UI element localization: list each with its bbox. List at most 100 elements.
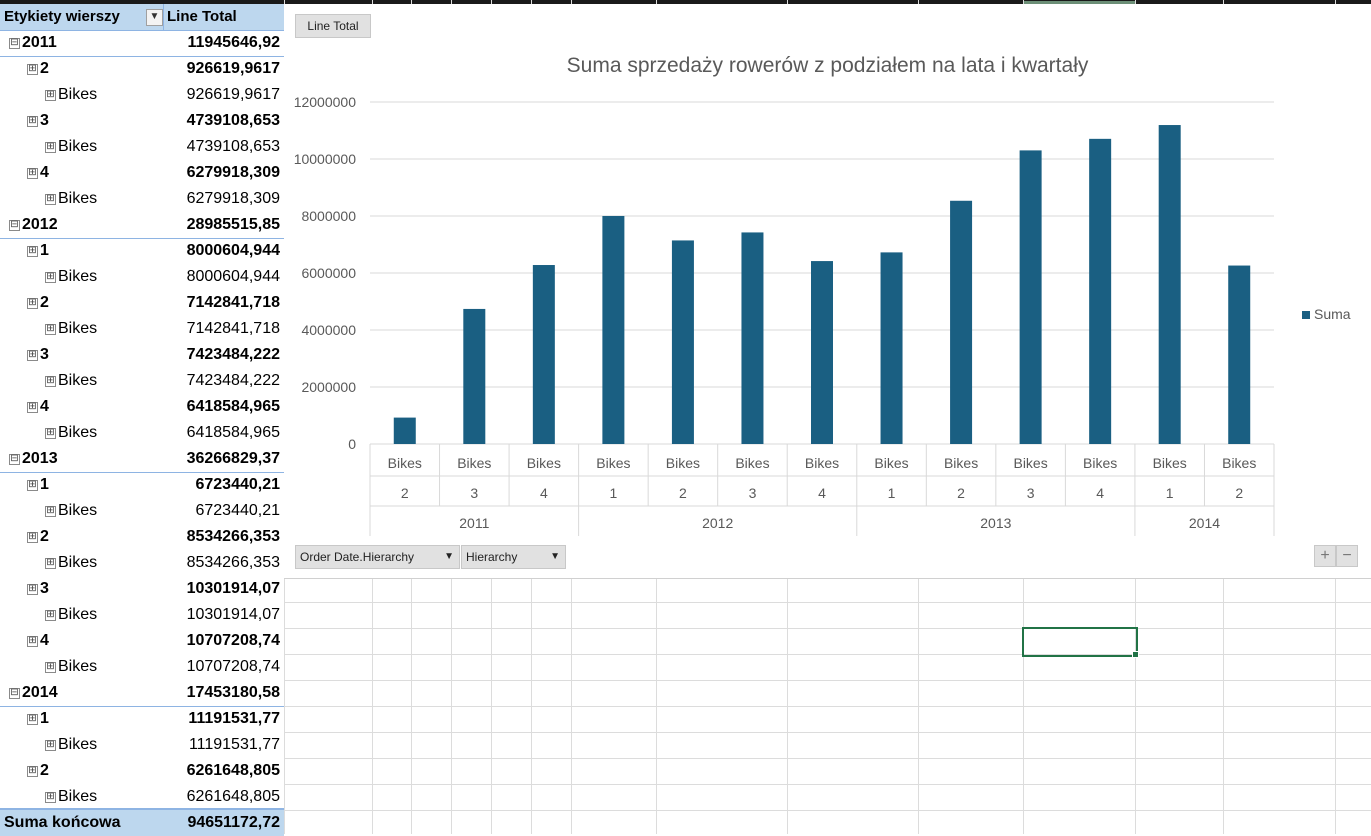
collapse-icon[interactable]: ⊟ (9, 687, 20, 699)
pivot-row-value: 11191531,77 (188, 736, 280, 753)
expand-icon[interactable]: ⊞ (27, 713, 38, 725)
expand-icon[interactable]: ⊞ (45, 193, 56, 205)
pivot-year-row[interactable]: ⊟ 2011 11945646,92 (0, 30, 284, 57)
pivot-item-row[interactable]: ⊞ Bikes 10301914,07 (0, 602, 284, 628)
expand-icon[interactable]: ⊞ (45, 141, 56, 153)
pivot-row-label: Bikes (58, 788, 98, 805)
pivot-row-label: 2 (40, 60, 49, 77)
expand-icon[interactable]: ⊞ (45, 557, 56, 569)
pivot-row-label: Bikes (58, 190, 98, 207)
expand-icon[interactable]: ⊞ (27, 297, 38, 309)
axis-field-button[interactable]: Order Date.Hierarchy ▼ (295, 545, 460, 569)
fill-handle[interactable] (1132, 651, 1139, 658)
expand-icon[interactable]: ⊞ (45, 271, 56, 283)
pivot-row-label: 1 (40, 710, 49, 727)
bar (880, 252, 903, 444)
pivot-quarter-row[interactable]: ⊞ 3 10301914,07 (0, 576, 284, 602)
expand-icon[interactable]: ⊞ (45, 89, 56, 101)
expand-icon[interactable]: ⊞ (27, 349, 38, 361)
pivot-chart[interactable]: Line Total Suma sprzedaży rowerów z podz… (284, 4, 1371, 579)
expand-icon[interactable]: ⊞ (27, 167, 38, 179)
pivot-row-label: 3 (40, 112, 49, 129)
pivot-item-row[interactable]: ⊞ Bikes 7423484,222 (0, 368, 284, 394)
collapse-icon[interactable]: ⊟ (9, 219, 20, 231)
x-quarter-label: 3 (749, 485, 757, 501)
expand-icon[interactable]: ⊞ (45, 791, 56, 803)
pivot-item-row[interactable]: ⊞ Bikes 6418584,965 (0, 420, 284, 446)
collapse-icon[interactable]: ⊟ (9, 37, 20, 49)
pivot-quarter-row[interactable]: ⊞ 2 7142841,718 (0, 290, 284, 316)
expand-icon[interactable]: ⊞ (45, 375, 56, 387)
x-year-label: 2014 (1189, 515, 1220, 531)
expand-icon[interactable]: ⊞ (27, 63, 38, 75)
collapse-icon[interactable]: ⊟ (9, 453, 20, 465)
value-field-button[interactable]: Line Total (295, 14, 371, 38)
x-item-label: Bikes (874, 455, 908, 471)
expand-icon[interactable]: ⊞ (45, 609, 56, 621)
x-quarter-label: 1 (888, 485, 896, 501)
expand-icon[interactable]: ⊞ (45, 661, 56, 673)
pivot-row-label: Bikes (58, 554, 98, 571)
pivot-row-label: 2 (40, 528, 49, 545)
y-tick-label: 8000000 (301, 208, 356, 224)
pivot-item-row[interactable]: ⊞ Bikes 10707208,74 (0, 654, 284, 680)
pivot-item-row[interactable]: ⊞ Bikes 8534266,353 (0, 550, 284, 576)
pivot-year-row[interactable]: ⊟ 2013 36266829,37 (0, 446, 284, 473)
pivot-row-value: 926619,9617 (186, 86, 280, 103)
y-tick-label: 6000000 (301, 265, 356, 281)
x-item-label: Bikes (527, 455, 561, 471)
pivot-quarter-row[interactable]: ⊞ 2 6261648,805 (0, 758, 284, 784)
row-labels-filter-icon[interactable]: ▼ (146, 9, 163, 26)
pivot-row-label: Bikes (58, 86, 98, 103)
pivot-header-row: Etykiety wierszy ▼ Line Total (0, 4, 284, 31)
pivot-year-row[interactable]: ⊟ 2012 28985515,85 (0, 212, 284, 239)
pivot-quarter-row[interactable]: ⊞ 4 6418584,965 (0, 394, 284, 420)
pivot-item-row[interactable]: ⊞ Bikes 6261648,805 (0, 784, 284, 810)
pivot-row-value: 11945646,92 (187, 34, 280, 51)
expand-icon[interactable]: ⊞ (27, 479, 38, 491)
pivot-quarter-row[interactable]: ⊞ 4 10707208,74 (0, 628, 284, 654)
pivot-grand-total-row[interactable]: Suma końcowa 94651172,72 (0, 808, 284, 836)
pivot-row-label: 2014 (22, 684, 58, 701)
pivot-quarter-row[interactable]: ⊞ 3 7423484,222 (0, 342, 284, 368)
active-cell-selection[interactable] (1022, 627, 1138, 657)
pivot-item-row[interactable]: ⊞ Bikes 8000604,944 (0, 264, 284, 290)
filter-field-button[interactable]: Hierarchy ▼ (461, 545, 566, 569)
chart-plot-area: 0200000040000006000000800000010000000120… (294, 94, 1275, 536)
axis-field-label: Order Date.Hierarchy (300, 550, 415, 564)
pivot-row-label: 2 (40, 294, 49, 311)
collapse-field-button[interactable]: − (1336, 545, 1358, 567)
pivot-quarter-row[interactable]: ⊞ 1 6723440,21 (0, 472, 284, 498)
pivot-quarter-row[interactable]: ⊞ 2 8534266,353 (0, 524, 284, 550)
pivot-item-row[interactable]: ⊞ Bikes 4739108,653 (0, 134, 284, 160)
expand-icon[interactable]: ⊞ (27, 531, 38, 543)
expand-icon[interactable]: ⊞ (27, 245, 38, 257)
pivot-item-row[interactable]: ⊞ Bikes 926619,9617 (0, 82, 284, 108)
pivot-item-row[interactable]: ⊞ Bikes 7142841,718 (0, 316, 284, 342)
pivot-item-row[interactable]: ⊞ Bikes 6723440,21 (0, 498, 284, 524)
pivot-item-row[interactable]: ⊞ Bikes 11191531,77 (0, 732, 284, 758)
pivot-year-row[interactable]: ⊟ 2014 17453180,58 (0, 680, 284, 707)
pivot-item-row[interactable]: ⊞ Bikes 6279918,309 (0, 186, 284, 212)
pivot-row-value: 36266829,37 (186, 450, 280, 467)
expand-icon[interactable]: ⊞ (45, 505, 56, 517)
pivot-row-value: 11191531,77 (188, 710, 280, 727)
expand-icon[interactable]: ⊞ (45, 739, 56, 751)
expand-icon[interactable]: ⊞ (27, 583, 38, 595)
pivot-quarter-row[interactable]: ⊞ 3 4739108,653 (0, 108, 284, 134)
expand-icon[interactable]: ⊞ (45, 427, 56, 439)
expand-icon[interactable]: ⊞ (45, 323, 56, 335)
x-item-label: Bikes (805, 455, 839, 471)
expand-icon[interactable]: ⊞ (27, 401, 38, 413)
pivot-quarter-row[interactable]: ⊞ 1 8000604,944 (0, 238, 284, 264)
pivot-quarter-row[interactable]: ⊞ 4 6279918,309 (0, 160, 284, 186)
bar (393, 417, 416, 444)
expand-icon[interactable]: ⊞ (27, 635, 38, 647)
pivot-quarter-row[interactable]: ⊞ 1 11191531,77 (0, 706, 284, 732)
expand-icon[interactable]: ⊞ (27, 115, 38, 127)
expand-icon[interactable]: ⊞ (27, 765, 38, 777)
pivot-quarter-row[interactable]: ⊞ 2 926619,9617 (0, 56, 284, 82)
pivot-row-label: 2 (40, 762, 49, 779)
pivot-row-value: 6723440,21 (195, 502, 280, 519)
expand-field-button[interactable]: + (1314, 545, 1336, 567)
